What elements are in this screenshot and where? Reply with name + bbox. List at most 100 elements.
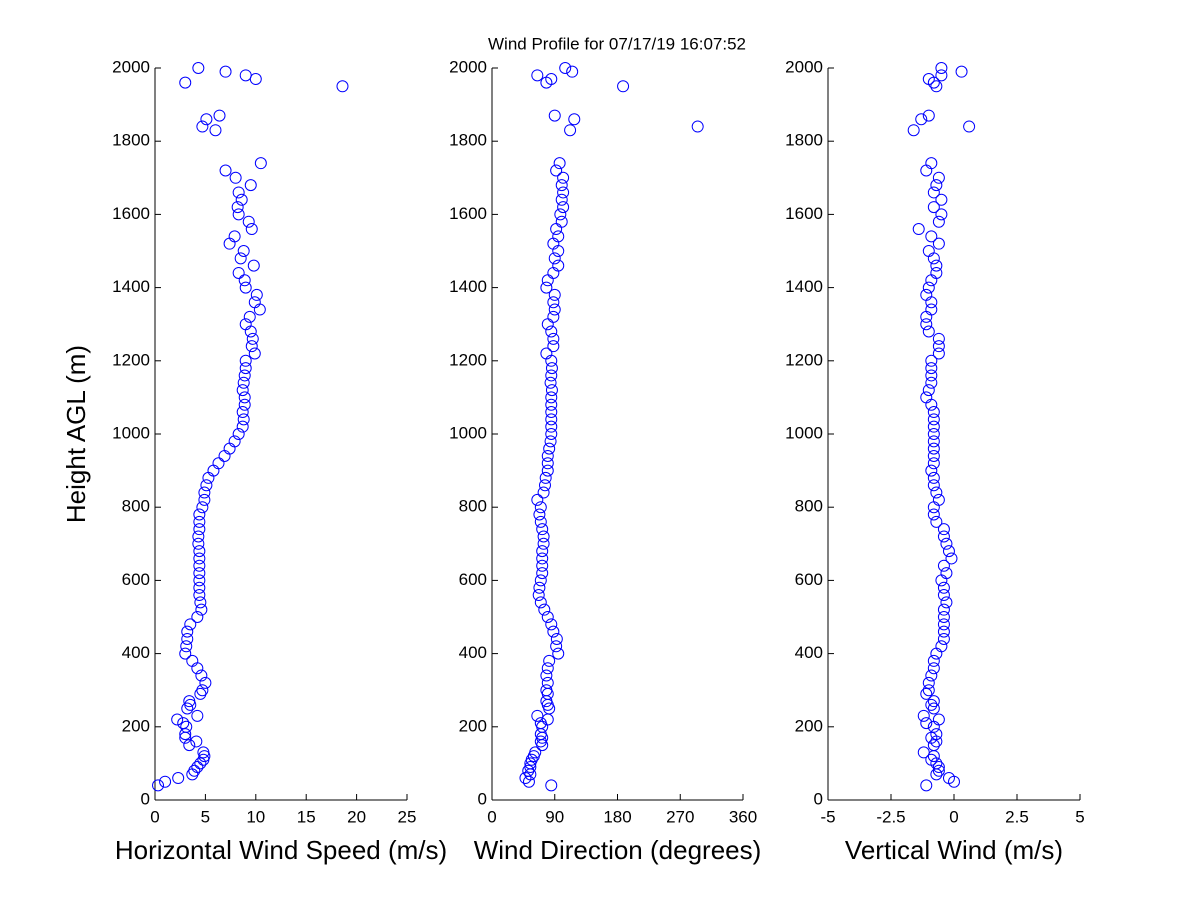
- point: [932, 713, 945, 726]
- x-tick-label: -2.5: [876, 807, 905, 826]
- point: [554, 208, 567, 221]
- point: [223, 442, 236, 455]
- y-tick-label: 0: [478, 789, 487, 808]
- point: [245, 223, 258, 236]
- point: [920, 687, 933, 700]
- point: [927, 420, 940, 433]
- point: [922, 245, 935, 257]
- y-tick-label: 1800: [112, 131, 150, 150]
- point: [193, 515, 206, 528]
- point: [533, 581, 546, 594]
- y-tick-label: 1600: [112, 204, 150, 223]
- point: [237, 245, 250, 257]
- point: [925, 296, 938, 309]
- x-axis-label: Vertical Wind (m/s): [845, 835, 1063, 865]
- point: [555, 215, 568, 228]
- y-tick-label: 600: [795, 570, 823, 589]
- y-tick-label: 1800: [449, 131, 487, 150]
- point: [336, 80, 349, 93]
- point: [552, 230, 565, 243]
- point: [552, 647, 565, 660]
- point: [942, 772, 955, 785]
- point: [932, 340, 945, 353]
- point: [171, 713, 184, 726]
- point: [254, 157, 267, 170]
- point: [927, 457, 940, 470]
- point: [244, 325, 257, 338]
- point: [191, 611, 204, 623]
- y-tick-label: 2000: [112, 57, 150, 76]
- point: [930, 179, 943, 192]
- x-tick-label: 0: [949, 807, 958, 826]
- point: [927, 750, 940, 763]
- point: [930, 728, 943, 741]
- point: [193, 574, 206, 587]
- point: [557, 186, 570, 199]
- point: [557, 201, 570, 214]
- point: [940, 537, 953, 550]
- y-tick-label: 800: [122, 497, 150, 516]
- x-tick-label: 0: [487, 807, 496, 826]
- point: [547, 296, 560, 309]
- point: [236, 384, 249, 397]
- point: [545, 325, 558, 338]
- point: [932, 215, 945, 228]
- point: [545, 618, 558, 631]
- point: [550, 223, 563, 236]
- point: [193, 523, 206, 536]
- point: [550, 164, 563, 177]
- point: [191, 709, 204, 722]
- point: [541, 318, 554, 331]
- point: [194, 757, 207, 770]
- point: [555, 193, 568, 206]
- point: [234, 252, 247, 265]
- point: [238, 274, 251, 287]
- point: [183, 695, 196, 708]
- point: [935, 640, 948, 653]
- point: [935, 574, 948, 587]
- point: [533, 508, 546, 521]
- point: [937, 618, 950, 631]
- point: [541, 611, 554, 623]
- point: [930, 259, 943, 272]
- point: [180, 640, 193, 653]
- point: [534, 728, 547, 741]
- y-tick-label: 800: [795, 497, 823, 516]
- point: [942, 545, 955, 558]
- point: [236, 420, 249, 433]
- point: [930, 647, 943, 660]
- point: [927, 406, 940, 419]
- x-tick-label: -5: [820, 807, 835, 826]
- point: [244, 179, 257, 192]
- point: [183, 739, 196, 752]
- point: [191, 761, 204, 774]
- point: [253, 303, 266, 316]
- point: [179, 76, 192, 89]
- point: [937, 589, 950, 602]
- point: [248, 296, 261, 309]
- point: [545, 391, 558, 404]
- point: [152, 779, 165, 792]
- point: [912, 223, 925, 236]
- point: [541, 457, 554, 470]
- point: [925, 669, 938, 682]
- point: [940, 596, 953, 609]
- point: [540, 76, 553, 89]
- x-tick-label: 180: [603, 807, 631, 826]
- point: [536, 523, 549, 536]
- point: [617, 80, 630, 93]
- point: [543, 442, 556, 455]
- point: [541, 713, 554, 726]
- point: [927, 201, 940, 214]
- point: [529, 746, 542, 759]
- y-tick-label: 200: [459, 716, 487, 735]
- x-tick-label: 0: [150, 807, 159, 826]
- point: [927, 442, 940, 455]
- point: [932, 764, 945, 777]
- y-tick-label: 1200: [112, 350, 150, 369]
- point: [927, 186, 940, 199]
- point: [937, 581, 950, 594]
- point: [531, 493, 544, 506]
- y-tick-label: 800: [459, 497, 487, 516]
- point: [547, 625, 560, 638]
